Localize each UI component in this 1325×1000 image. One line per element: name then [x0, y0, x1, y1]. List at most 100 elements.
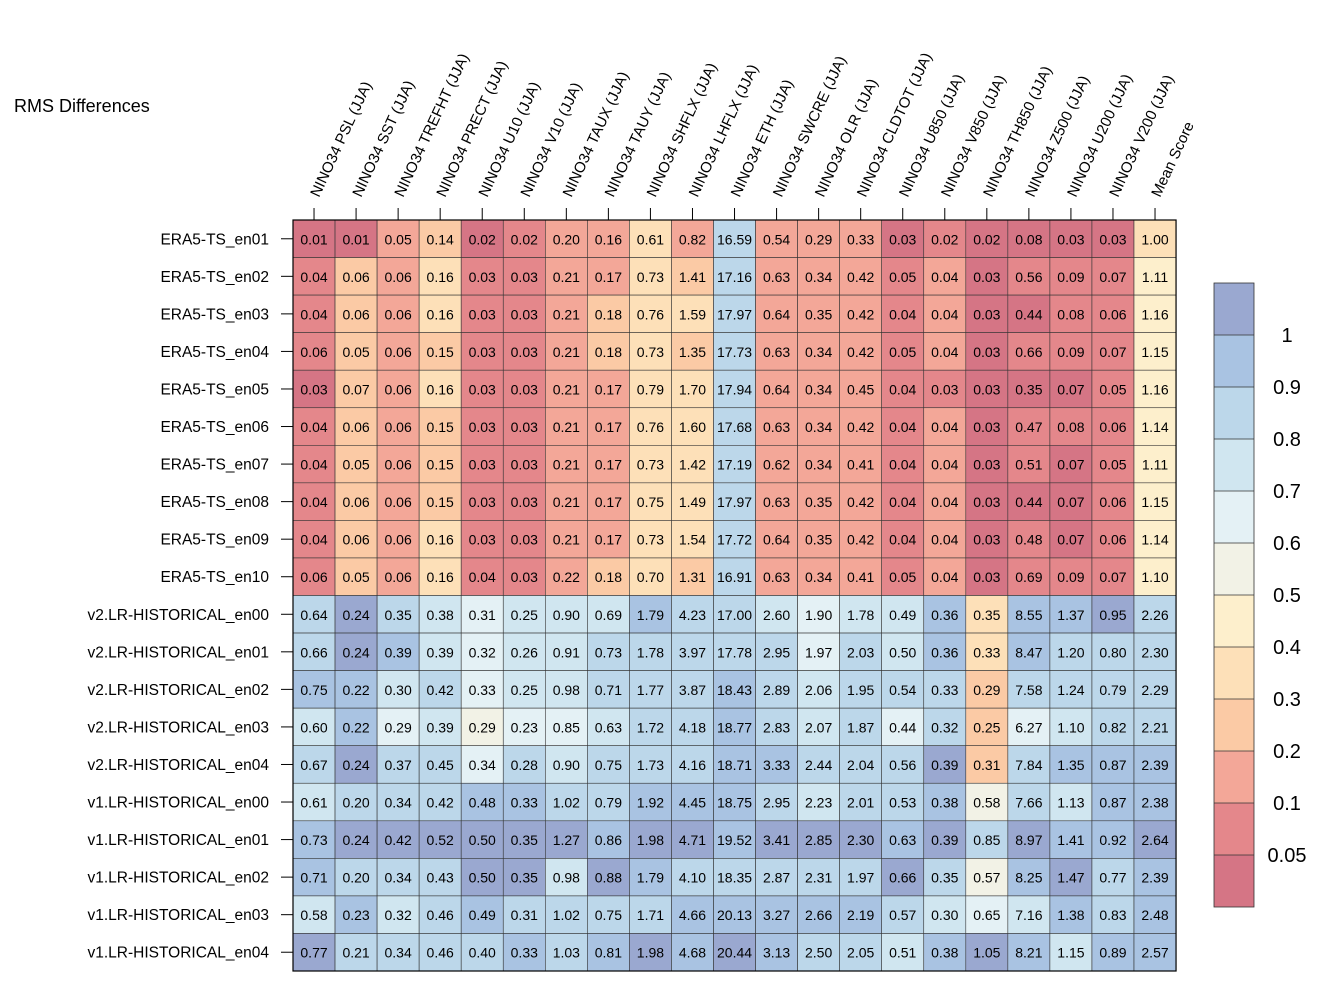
heatmap-cell	[881, 520, 925, 559]
heatmap-cell	[965, 294, 1009, 333]
cell-value-label: 0.16	[595, 231, 622, 247]
cell-value-label: 7.58	[1015, 682, 1042, 698]
heatmap-cell	[292, 332, 336, 371]
heatmap-cell	[334, 332, 378, 371]
cell-value-label: 0.29	[385, 719, 412, 735]
cell-value-label: 0.07	[1099, 569, 1126, 585]
cell-value-label: 0.34	[385, 945, 412, 961]
heatmap-cell	[334, 745, 378, 784]
heatmap-cell	[1049, 482, 1093, 521]
cell-value-label: 0.04	[300, 532, 327, 548]
cell-value-label: 0.69	[1015, 569, 1042, 585]
cell-value-label: 0.33	[511, 795, 538, 811]
cell-value-label: 0.34	[805, 569, 832, 585]
cell-value-label: 1.11	[1142, 457, 1168, 473]
cell-value-label: 0.73	[595, 644, 622, 660]
cell-value-label: 2.87	[763, 870, 790, 886]
cell-value-label: 0.07	[1099, 269, 1126, 285]
heatmap-cell	[1091, 294, 1135, 333]
heatmap-cell	[376, 745, 420, 784]
heatmap-cell	[713, 257, 756, 296]
heatmap-cell	[502, 895, 546, 934]
cell-value-label: 0.90	[553, 757, 580, 773]
cell-value-label: 0.06	[385, 532, 412, 548]
cell-value-label: 0.07	[1057, 494, 1084, 510]
cell-value-label: 0.21	[553, 381, 580, 397]
heatmap-cell	[1007, 407, 1051, 446]
cell-value-label: 0.06	[342, 494, 369, 510]
cell-value-label: 2.39	[1141, 870, 1168, 886]
cell-value-label: 0.03	[511, 494, 538, 510]
cell-value-label: 0.49	[889, 607, 916, 623]
heatmap-cell	[923, 444, 967, 484]
cell-value-label: 4.71	[679, 832, 706, 848]
heatmap-cell	[965, 820, 1009, 859]
heatmap-cell	[1133, 257, 1177, 296]
heatmap-cell	[292, 782, 336, 822]
cell-value-label: 0.41	[847, 569, 874, 585]
cell-value-label: 0.90	[553, 607, 580, 623]
heatmap-cell	[292, 858, 336, 897]
cell-value-label: 0.46	[427, 907, 454, 923]
cell-value-label: 0.05	[385, 231, 412, 247]
cell-value-label: 0.17	[595, 269, 622, 285]
heatmap-cell	[502, 482, 546, 521]
column-label: NINO34 TREFHT (JJA)	[391, 51, 472, 200]
cell-value-label: 1.27	[553, 832, 580, 848]
cell-value-label: 1.97	[847, 870, 874, 886]
heatmap-cell	[839, 632, 883, 671]
cell-value-label: 0.04	[300, 269, 327, 285]
cell-value-label: 0.15	[427, 494, 454, 510]
row-label: ERA5-TS_en02	[160, 269, 269, 286]
heatmap-cell	[755, 782, 798, 822]
heatmap-cell	[713, 482, 756, 521]
heatmap-cell	[376, 444, 420, 484]
heatmap-cell	[418, 933, 462, 972]
heatmap-cell	[418, 444, 462, 484]
cell-value-label: 0.21	[553, 419, 580, 435]
heatmap-cell	[923, 707, 967, 747]
cell-value-label: 0.20	[342, 795, 369, 811]
heatmap-cell	[965, 219, 1009, 258]
cell-value-label: 0.03	[469, 269, 496, 285]
colorbar-segment	[1214, 855, 1254, 907]
heatmap-cell	[1133, 557, 1177, 596]
cell-value-label: 0.17	[595, 532, 622, 548]
cell-value-label: 0.21	[553, 344, 580, 360]
cell-value-label: 0.07	[1057, 457, 1084, 473]
cell-value-label: 0.05	[342, 457, 369, 473]
cell-value-label: 0.04	[931, 269, 958, 285]
heatmap-cell	[881, 632, 925, 671]
cell-value-label: 0.43	[427, 870, 454, 886]
cell-value-label: 0.33	[847, 231, 874, 247]
cell-value-label: 2.95	[763, 644, 790, 660]
heatmap-cell	[797, 632, 840, 671]
cell-value-label: 3.13	[763, 945, 790, 961]
cell-value-label: 2.23	[805, 795, 832, 811]
heatmap-cell	[587, 632, 630, 671]
cell-value-label: 0.03	[973, 381, 1000, 397]
cell-value-label: 0.98	[553, 682, 580, 698]
cell-value-label: 16.91	[717, 569, 752, 585]
cell-value-label: 0.34	[805, 381, 832, 397]
heatmap-cell	[292, 895, 336, 934]
heatmap-cell	[587, 670, 630, 709]
cell-value-label: 1.10	[1141, 569, 1168, 585]
cell-value-label: 0.08	[1057, 306, 1084, 322]
cell-value-label: 0.09	[1057, 344, 1084, 360]
heatmap-cell	[923, 369, 967, 409]
cell-value-label: 0.16	[427, 532, 454, 548]
cell-value-label: 17.16	[717, 269, 752, 285]
heatmap-cell	[713, 332, 756, 371]
row-label: v2.LR-HISTORICAL_en00	[88, 607, 270, 624]
cell-value-label: 1.78	[637, 644, 664, 660]
cell-value-label: 0.06	[342, 306, 369, 322]
heatmap-cell	[334, 707, 378, 747]
cell-value-label: 0.35	[805, 306, 832, 322]
cell-value-label: 17.97	[717, 306, 752, 322]
cell-value-label: 0.03	[511, 419, 538, 435]
heatmap-cell	[755, 369, 798, 409]
cell-value-label: 0.22	[342, 682, 369, 698]
row-label: ERA5-TS_en10	[160, 569, 269, 586]
cell-value-label: 8.55	[1015, 607, 1042, 623]
